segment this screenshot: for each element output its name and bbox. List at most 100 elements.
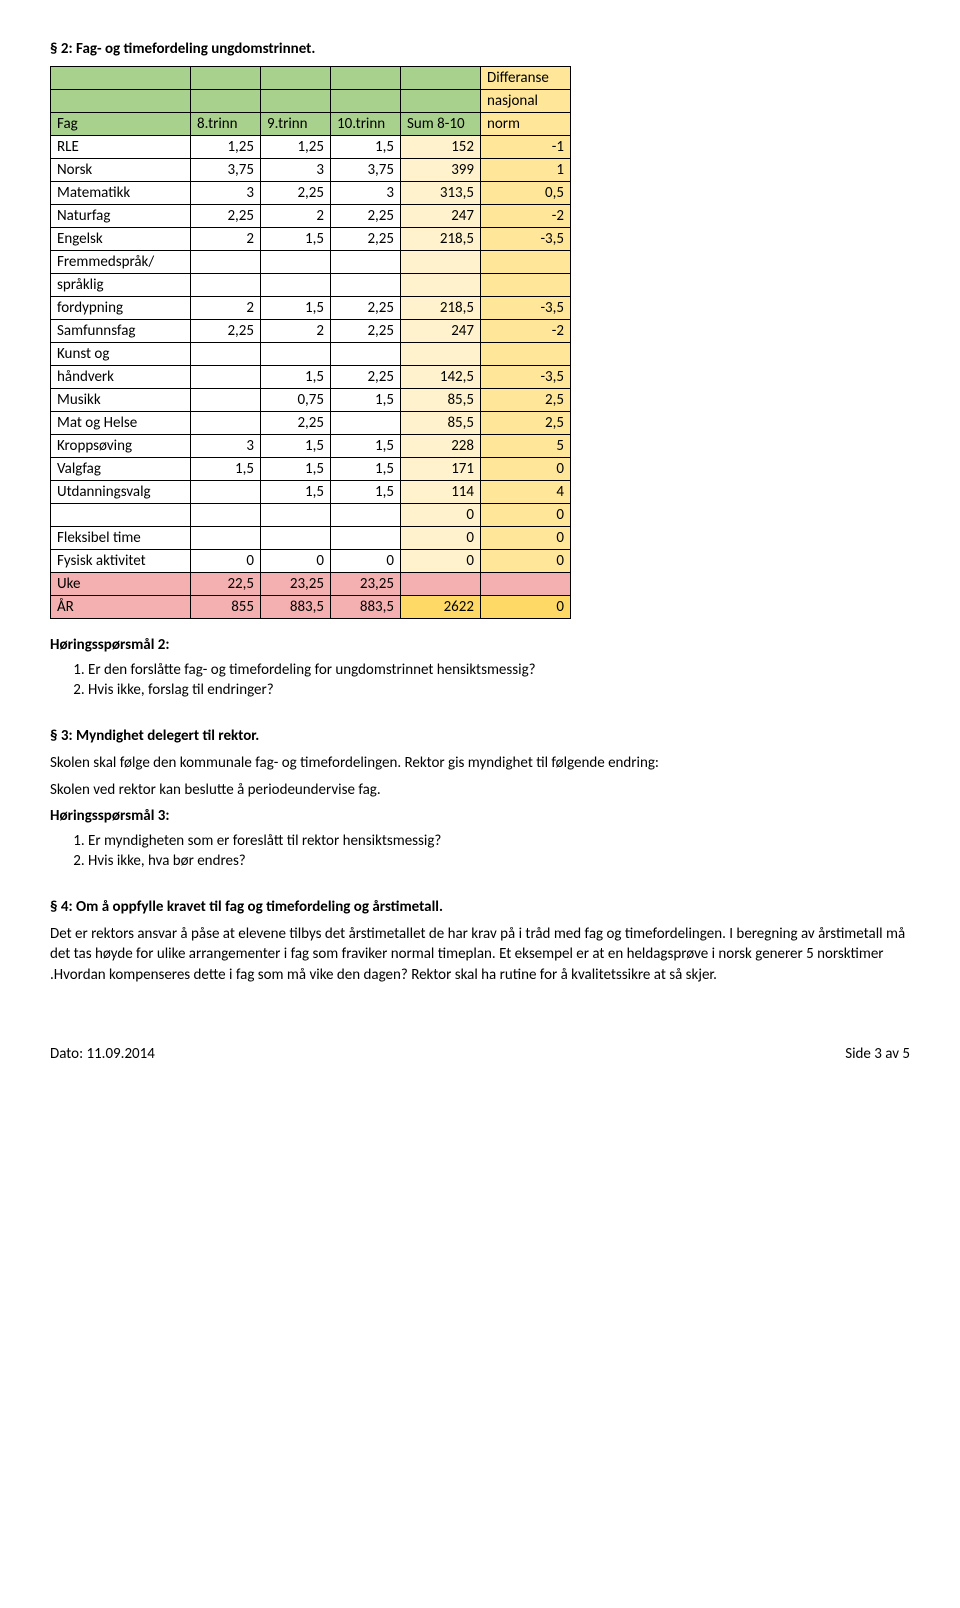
table-row-3: Naturfag2,2522,25247-2 [51, 205, 571, 228]
row-cell: 1,5 [331, 136, 401, 159]
q3-item-1: Er myndigheten som er foreslått til rekt… [88, 832, 910, 850]
q2-title: Høringsspørsmål 2: [50, 635, 910, 655]
header-row-1: Differanse [51, 67, 571, 90]
row-cell: 0 [481, 458, 571, 481]
row-label: RLE [51, 136, 191, 159]
row-cell: 5 [481, 435, 571, 458]
table-row2-2: Kroppsøving31,51,52285 [51, 435, 571, 458]
row-cell: 1,25 [261, 136, 331, 159]
row-label: Valgfag [51, 458, 191, 481]
row-label: Naturfag [51, 205, 191, 228]
row-cell: 3 [261, 159, 331, 182]
row-cell: 3,75 [191, 159, 261, 182]
row-label: Utdanningsvalg [51, 481, 191, 504]
row-cell: 3 [191, 435, 261, 458]
table-row-0: RLE1,251,251,5152-1 [51, 136, 571, 159]
page-footer: Dato: 11.09.2014 Side 3 av 5 [50, 1045, 910, 1063]
row-cell: 0,75 [261, 389, 331, 412]
row-label: Kroppsøving [51, 435, 191, 458]
table-row-2: Matematikk32,253313,50,5 [51, 182, 571, 205]
row-cell: 3 [191, 182, 261, 205]
row-cell: 1,5 [331, 389, 401, 412]
row-cell: 228 [401, 435, 481, 458]
diff-header-2: nasjonal [481, 90, 571, 113]
row-label: Norsk [51, 159, 191, 182]
row-cell: 2,25 [331, 228, 401, 251]
row-cell: 2,25 [261, 412, 331, 435]
q3-title: Høringsspørsmål 3: [50, 806, 910, 826]
row-cell: 3 [331, 182, 401, 205]
row-label: Mat og Helse [51, 412, 191, 435]
diff-header-1: Differanse [481, 67, 571, 90]
row-kunst-1: Kunst og [51, 343, 571, 366]
row-fremmed-3: fordypning 2 1,5 2,25 218,5 -3,5 [51, 297, 571, 320]
row-cell: 171 [401, 458, 481, 481]
row-empty: 0 0 [51, 504, 571, 527]
row-cell: 4 [481, 481, 571, 504]
row-cell: 152 [401, 136, 481, 159]
row-cell: 85,5 [401, 412, 481, 435]
q2-item-1: Er den forslåtte fag- og timefordeling f… [88, 661, 910, 679]
row-fremmed-1: Fremmedspråk/ [51, 251, 571, 274]
row-cell: 1,5 [261, 435, 331, 458]
row-cell: 3,75 [331, 159, 401, 182]
section-2-title: § 2: Fag- og timefordeling ungdomstrinne… [50, 40, 910, 58]
q3-list: Er myndigheten som er foreslått til rekt… [50, 832, 910, 870]
footer-date: Dato: 11.09.2014 [50, 1045, 155, 1063]
row-fremmed-2: språklig [51, 274, 571, 297]
row-label: Engelsk [51, 228, 191, 251]
row-cell: 2,5 [481, 389, 571, 412]
row-cell: 1,5 [331, 435, 401, 458]
row-uke: Uke 22,5 23,25 23,25 [51, 573, 571, 596]
row-cell: 1,5 [261, 228, 331, 251]
row-kunst-2: håndverk 1,5 2,25 142,5 -3,5 [51, 366, 571, 389]
row-ar: ÅR 855 883,5 883,5 2622 0 [51, 596, 571, 619]
col-sum: Sum 8-10 [401, 113, 481, 136]
row-cell: 1,5 [261, 458, 331, 481]
diff-header-3: norm [481, 113, 571, 136]
section-3-p1: Skolen skal følge den kommunale fag- og … [50, 753, 910, 773]
col-8: 8.trinn [191, 113, 261, 136]
q2-list: Er den forslåtte fag- og timefordeling f… [50, 661, 910, 699]
row-label: Musikk [51, 389, 191, 412]
row-cell: 218,5 [401, 228, 481, 251]
row-cell: 1 [481, 159, 571, 182]
row-cell [191, 389, 261, 412]
row-cell: 114 [401, 481, 481, 504]
table-row-4: Engelsk21,52,25218,5-3,5 [51, 228, 571, 251]
row-cell: 2 [261, 205, 331, 228]
col-10: 10.trinn [331, 113, 401, 136]
row-cell: 1,25 [191, 136, 261, 159]
row-cell: -2 [481, 205, 571, 228]
row-cell: 2,25 [191, 205, 261, 228]
row-fleksibel: Fleksibel time 0 0 [51, 527, 571, 550]
q3-item-2: Hvis ikke, hva bør endres? [88, 852, 910, 870]
header-row-2: nasjonal [51, 90, 571, 113]
table-row2-3: Valgfag1,51,51,51710 [51, 458, 571, 481]
row-cell: 2,5 [481, 412, 571, 435]
row-cell: 247 [401, 205, 481, 228]
row-cell: 313,5 [401, 182, 481, 205]
header-row-3: Fag 8.trinn 9.trinn 10.trinn Sum 8-10 no… [51, 113, 571, 136]
row-cell: 2,25 [261, 182, 331, 205]
row-cell [331, 412, 401, 435]
row-cell: 2,25 [331, 205, 401, 228]
col-9: 9.trinn [261, 113, 331, 136]
row-cell [191, 481, 261, 504]
row-cell: 2 [191, 228, 261, 251]
row-cell: 1,5 [331, 481, 401, 504]
row-cell: 85,5 [401, 389, 481, 412]
timetable: Differanse nasjonal Fag 8.trinn 9.trinn … [50, 66, 571, 619]
row-samfunnsfag: Samfunnsfag 2,25 2 2,25 247 -2 [51, 320, 571, 343]
section-2: § 2: Fag- og timefordeling ungdomstrinne… [50, 40, 910, 699]
col-fag: Fag [51, 113, 191, 136]
row-cell: -3,5 [481, 228, 571, 251]
row-cell: 399 [401, 159, 481, 182]
row-cell [191, 412, 261, 435]
row-cell: 0,5 [481, 182, 571, 205]
q2-item-2: Hvis ikke, forslag til endringer? [88, 681, 910, 699]
table-row2-0: Musikk 0,751,585,52,5 [51, 389, 571, 412]
section-4-title: § 4: Om å oppfylle kravet til fag og tim… [50, 898, 910, 916]
section-3-p2: Skolen ved rektor kan beslutte å periode… [50, 780, 910, 800]
section-3: § 3: Myndighet delegert til rektor. Skol… [50, 727, 910, 870]
